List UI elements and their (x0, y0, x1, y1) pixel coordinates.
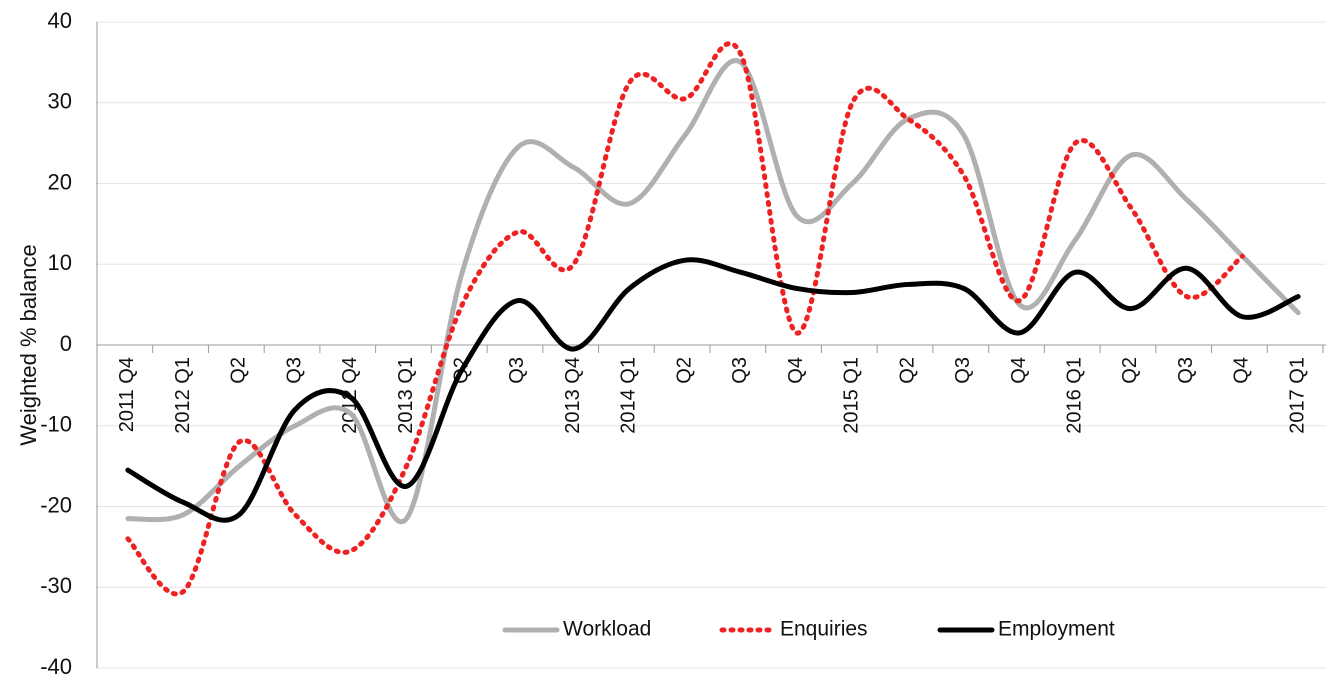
x-tick-label: Q3 (729, 357, 751, 384)
x-tick-label: 2017 Q1 (1286, 357, 1308, 434)
x-tick-label: 2013 Q1 (395, 357, 417, 434)
y-tick-label: -10 (40, 412, 72, 437)
y-tick-label: 30 (48, 89, 72, 114)
x-tick-label: 2016 Q1 (1064, 357, 1086, 434)
x-tick-label: 2015 Q1 (841, 357, 863, 434)
y-tick-label: -30 (40, 573, 72, 598)
series-line (125, 257, 1301, 523)
legend-label: Employment (998, 618, 1115, 641)
x-tick-label: Q2 (896, 357, 918, 384)
x-tick-label: Q2 (1119, 357, 1141, 384)
legend-label: Enquiries (780, 618, 868, 641)
x-tick-label: Q3 (1175, 357, 1197, 384)
x-tick-label: Q4 (1231, 357, 1253, 384)
x-tick-label: Q3 (952, 357, 974, 384)
x-tick-label: Q4 (1008, 357, 1030, 384)
y-tick-label: 20 (48, 169, 72, 194)
legend-label: Workload (563, 618, 651, 641)
y-axis-label: Weighted % balance (16, 244, 41, 445)
y-tick-label: 0 (60, 331, 72, 356)
series-line (125, 41, 1245, 597)
x-tick-label: 2014 Q1 (618, 357, 640, 434)
y-tick-label: 10 (48, 250, 72, 275)
y-tick-label: -20 (40, 492, 72, 517)
x-tick-label: Q3 (283, 357, 305, 384)
x-tick-label: Q3 (506, 357, 528, 384)
y-tick-label: 40 (48, 8, 72, 33)
x-tick-label: 2012 Q1 (172, 357, 194, 434)
x-tick-label: 2013 Q4 (562, 357, 584, 434)
x-tick-label: Q4 (785, 357, 807, 384)
x-tick-label: Q2 (228, 357, 250, 384)
x-tick-label: 2011 Q4 (116, 357, 138, 432)
y-tick-label: -40 (40, 654, 72, 679)
x-tick-label: Q2 (673, 357, 695, 384)
series-line (125, 58, 1301, 525)
